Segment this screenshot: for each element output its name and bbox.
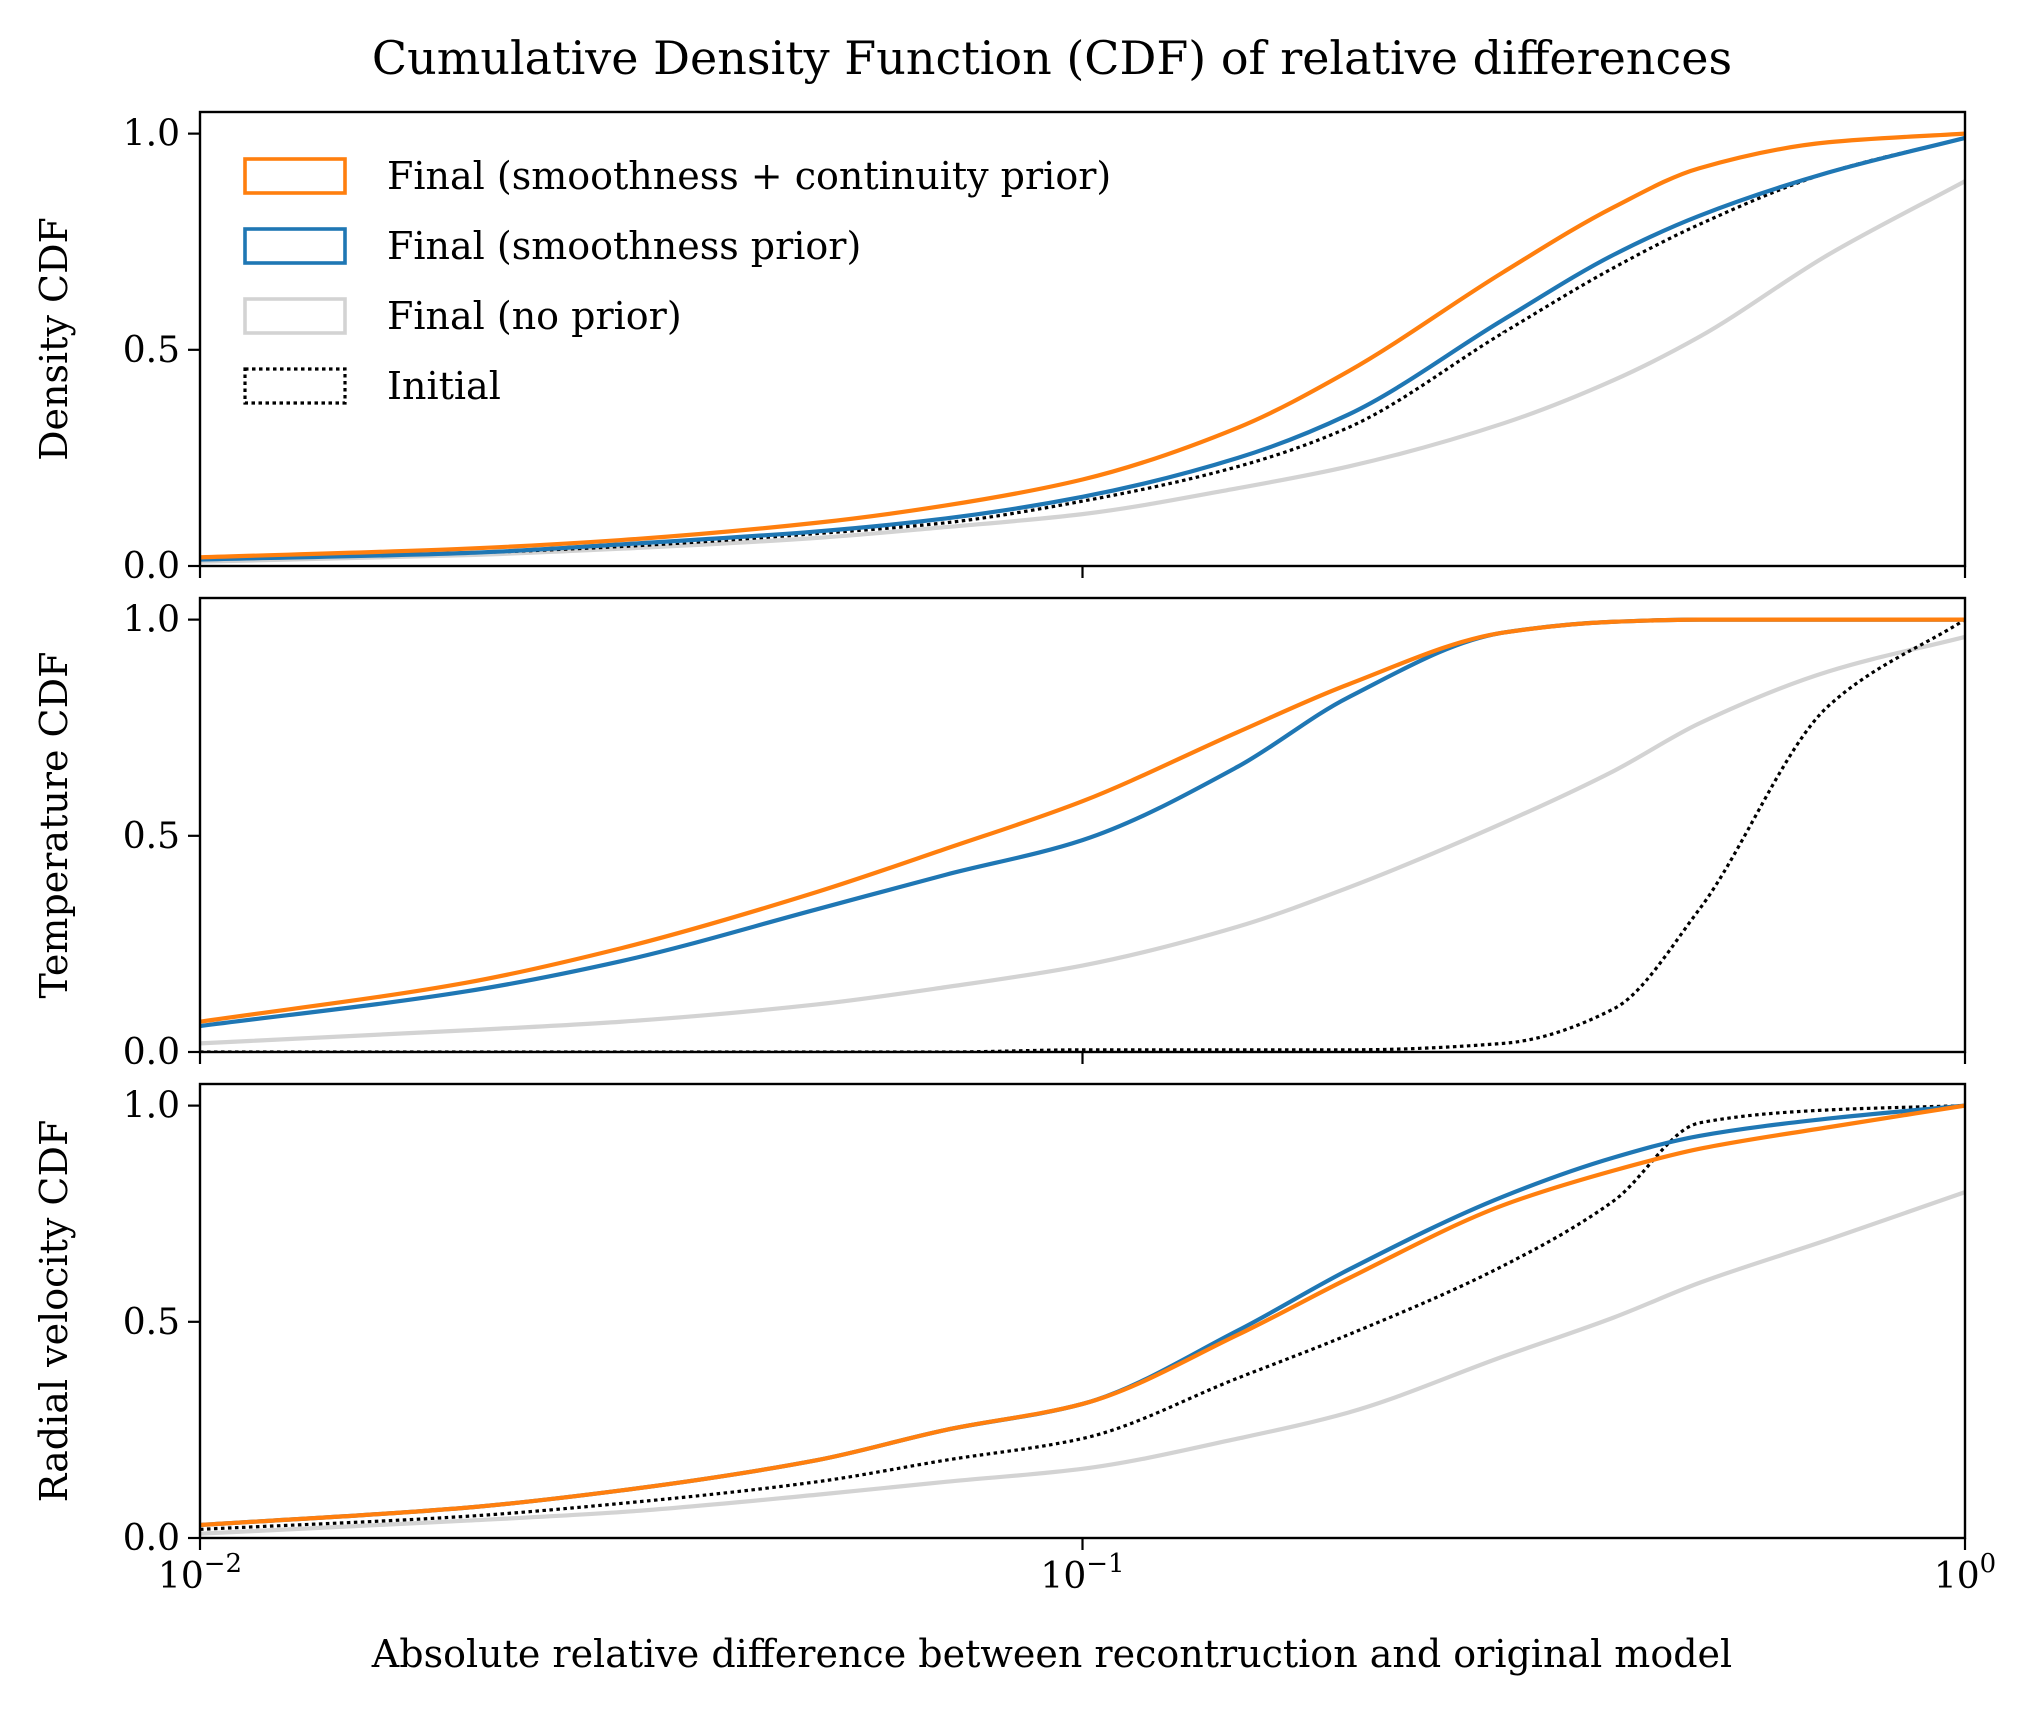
y-tick-label: 0.0 xyxy=(123,1032,180,1073)
panels-layer: 0.0 0.5 1.0 Density CDF 0.0 0.5 1.0 Temperature… xyxy=(32,110,1967,1559)
legend-item: Final (smoothness + continuity prior) xyxy=(243,154,1111,198)
legend-label: Final (smoothness prior) xyxy=(387,224,861,268)
series-lines xyxy=(200,617,1965,1052)
series-line xyxy=(200,179,1965,564)
panel-3: 0.0 0.5 1.0 Radial velocity CDF xyxy=(32,1082,1967,1559)
y-tick-label: 1.0 xyxy=(123,114,180,155)
chart-title: Cumulative Density Function (CDF) of rel… xyxy=(372,31,1732,85)
panel-1: 0.0 0.5 1.0 Density CDF xyxy=(32,110,1967,587)
legend-label: Final (no prior) xyxy=(387,294,682,338)
y-tick-label: 0.5 xyxy=(123,330,180,371)
legend-item: Final (no prior) xyxy=(243,294,682,338)
legend-label: Initial xyxy=(387,364,501,408)
y-axis-label: Density CDF xyxy=(32,217,76,461)
y-axis-label: Radial velocity CDF xyxy=(32,1120,76,1503)
series-line xyxy=(200,1103,1965,1528)
series-line xyxy=(200,135,1965,562)
series-line xyxy=(200,1190,1965,1536)
x-tick-label: 10−2 xyxy=(158,1549,242,1597)
y-tick-label: 0.5 xyxy=(123,1302,180,1343)
x-tick-label: 100 xyxy=(1934,1549,1996,1597)
legend: Final (smoothness + continuity prior) Fin… xyxy=(243,154,1111,408)
series-line xyxy=(200,617,1965,1024)
series-line xyxy=(200,618,1965,1052)
series-line xyxy=(200,131,1965,560)
legend-swatch xyxy=(243,297,347,335)
series-lines xyxy=(200,131,1965,564)
y-tick-label: 1.0 xyxy=(123,600,180,641)
x-tick-label: 10−1 xyxy=(1040,1549,1124,1597)
series-line xyxy=(200,634,1965,1046)
panel-2: 0.0 0.5 1.0 Temperature CDF xyxy=(32,596,1967,1073)
y-tick-label: 0.0 xyxy=(123,546,180,587)
legend-swatch xyxy=(243,367,347,405)
y-axis-label: Temperature CDF xyxy=(32,652,76,999)
y-tick-label: 1.0 xyxy=(123,1086,180,1127)
series-lines xyxy=(200,1103,1965,1536)
series-line xyxy=(200,1104,1965,1531)
legend-item: Final (smoothness prior) xyxy=(243,224,861,268)
y-tick-label: 0.5 xyxy=(123,816,180,857)
series-line xyxy=(200,1103,1965,1528)
y-tick-label: 0.0 xyxy=(123,1518,180,1559)
legend-item: Initial xyxy=(243,364,501,408)
legend-swatch xyxy=(243,227,347,265)
x-axis-label: Absolute relative difference between rec… xyxy=(371,1632,1732,1676)
legend-label: Final (smoothness + continuity prior) xyxy=(387,154,1111,198)
legend-swatch xyxy=(243,157,347,195)
